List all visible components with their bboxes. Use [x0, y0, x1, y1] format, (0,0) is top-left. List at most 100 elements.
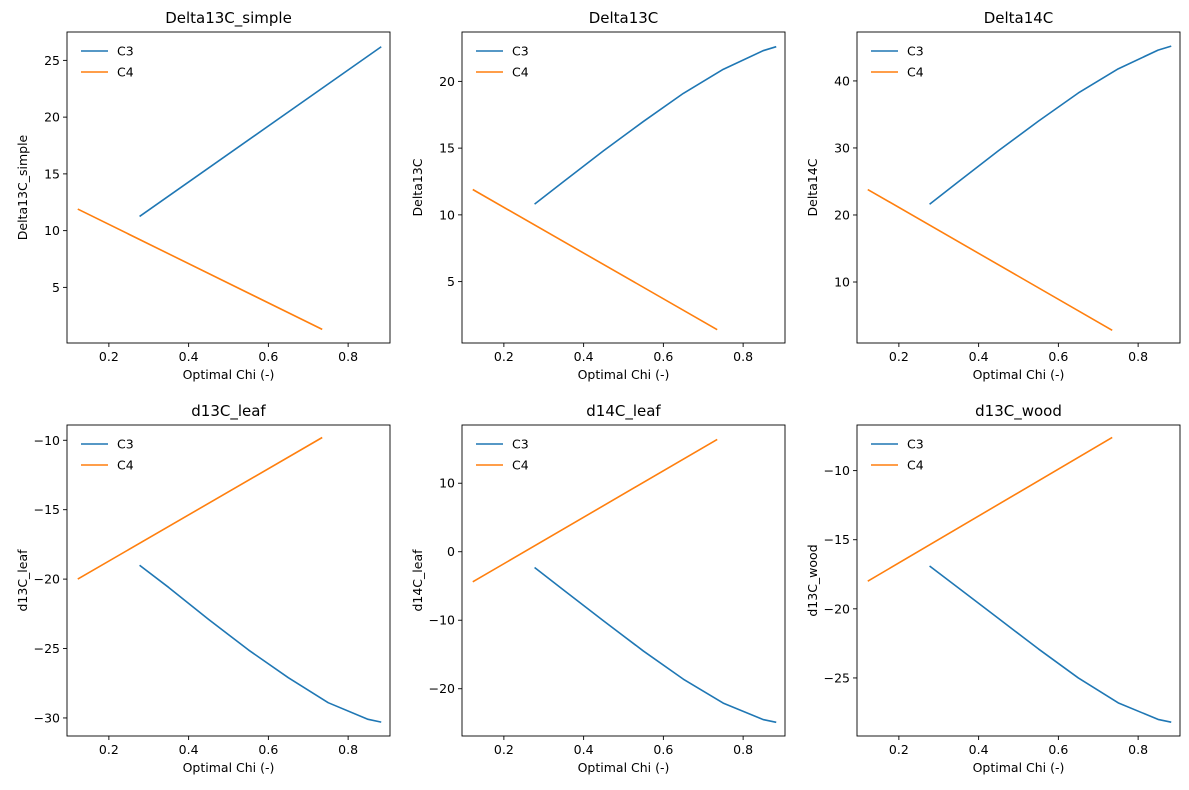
chart-panel: Delta14C 0.2 0.4 0.6 0.8 10 20 30 40 Optimal Chi … — [805, 9, 1181, 382]
x-tick-label: 0.2 — [99, 349, 119, 364]
x-tick-label: 0.8 — [1128, 742, 1148, 757]
x-tick-label: 0.6 — [258, 349, 278, 364]
y-tick-label: 20 — [439, 74, 455, 89]
y-tick-label: −20 — [824, 601, 850, 616]
y-tick-label: 20 — [44, 110, 60, 125]
x-tick-label: 0.2 — [889, 349, 909, 364]
legend-label-c3: C3 — [512, 44, 529, 59]
series-line-c4 — [472, 438, 718, 583]
x-tick-label: 0.4 — [179, 742, 199, 757]
panel-title: d14C_leaf — [586, 402, 661, 421]
chart-panel: Delta13C_simple 0.2 0.4 0.6 0.8 5 10 15 20 25 Opti… — [15, 9, 391, 382]
y-tick-label: −10 — [34, 433, 60, 448]
y-tick-label: −20 — [429, 681, 455, 696]
panel-title: Delta13C_simple — [165, 9, 292, 28]
y-tick-label: −10 — [429, 613, 455, 628]
x-axis-label: Optimal Chi (-) — [578, 367, 670, 382]
y-tick-label: 0 — [447, 544, 455, 559]
y-tick-label: −30 — [34, 710, 60, 725]
x-tick-label: 0.4 — [969, 742, 989, 757]
y-tick-label: 20 — [834, 207, 850, 222]
x-tick-label: 0.8 — [338, 349, 358, 364]
plot-frame — [461, 424, 786, 737]
legend-label-c4: C4 — [117, 65, 134, 80]
legend-label-c4: C4 — [907, 65, 924, 80]
y-tick-label: 15 — [439, 141, 455, 156]
y-tick-label: 30 — [834, 140, 850, 155]
x-tick-label: 0.2 — [494, 349, 514, 364]
x-tick-label: 0.2 — [494, 742, 514, 757]
x-axis-label: Optimal Chi (-) — [578, 760, 670, 775]
x-tick-label: 0.8 — [338, 742, 358, 757]
y-axis-label: d13C_wood — [805, 544, 820, 616]
x-tick-label: 0.6 — [1048, 349, 1068, 364]
y-axis-label: d13C_leaf — [15, 549, 30, 612]
x-tick-label: 0.8 — [733, 742, 753, 757]
plot-frame — [856, 31, 1181, 344]
series-line-c4 — [867, 436, 1113, 582]
legend-label-c4: C4 — [117, 458, 134, 473]
series-line-c3 — [534, 45, 777, 205]
legend-label-c4: C4 — [512, 458, 529, 473]
plot-frame — [66, 31, 391, 344]
y-axis-label: Delta13C_simple — [15, 134, 30, 240]
x-tick-label: 0.4 — [574, 742, 594, 757]
y-tick-label: −20 — [34, 572, 60, 587]
y-tick-label: 5 — [52, 280, 60, 295]
plot-frame — [856, 424, 1181, 737]
x-axis-label: Optimal Chi (-) — [973, 760, 1065, 775]
x-tick-label: 0.6 — [1048, 742, 1068, 757]
series-line-c4 — [77, 208, 323, 331]
series-line-c4 — [472, 188, 718, 331]
y-tick-label: −25 — [34, 641, 60, 656]
series-line-c3 — [139, 564, 382, 723]
x-tick-label: 0.4 — [574, 349, 594, 364]
x-tick-label: 0.6 — [258, 742, 278, 757]
y-tick-label: −15 — [34, 502, 60, 517]
x-tick-label: 0.8 — [1128, 349, 1148, 364]
chart-panel: d13C_leaf 0.2 0.4 0.6 0.8 −30 −25 −20 −15 −10 Opti… — [15, 402, 391, 775]
y-tick-label: −15 — [824, 532, 850, 547]
series-line-c3 — [929, 565, 1172, 723]
x-tick-label: 0.6 — [653, 349, 673, 364]
y-tick-label: 10 — [439, 207, 455, 222]
y-tick-label: 40 — [834, 73, 850, 88]
y-tick-label: 10 — [834, 275, 850, 290]
y-axis-label: Delta13C — [410, 158, 425, 216]
x-axis-label: Optimal Chi (-) — [183, 367, 275, 382]
x-tick-label: 0.4 — [179, 349, 199, 364]
chart-panel: d14C_leaf 0.2 0.4 0.6 0.8 −20 −10 0 10 Optimal Ch… — [410, 402, 786, 775]
legend-label-c4: C4 — [512, 65, 529, 80]
legend-label-c3: C3 — [907, 437, 924, 452]
panel-title: Delta13C — [589, 9, 659, 27]
x-tick-label: 0.2 — [889, 742, 909, 757]
series-line-c4 — [77, 436, 323, 580]
chart-panel: d13C_wood 0.2 0.4 0.6 0.8 −25 −20 −15 −10 Optimal… — [805, 402, 1181, 775]
panel-title: d13C_leaf — [191, 402, 266, 421]
y-tick-label: 25 — [44, 53, 60, 68]
y-axis-label: d14C_leaf — [410, 549, 425, 612]
series-line-c4 — [867, 188, 1113, 331]
series-line-c3 — [139, 46, 382, 218]
panel-title: Delta14C — [984, 9, 1054, 27]
legend-label-c3: C3 — [117, 437, 134, 452]
series-line-c3 — [534, 566, 777, 724]
legend-label-c3: C3 — [907, 44, 924, 59]
legend-label-c4: C4 — [907, 458, 924, 473]
x-axis-label: Optimal Chi (-) — [183, 760, 275, 775]
y-tick-label: 15 — [44, 166, 60, 181]
x-tick-label: 0.8 — [733, 349, 753, 364]
plot-frame — [461, 31, 786, 344]
panel-title: d13C_wood — [975, 402, 1062, 421]
x-axis-label: Optimal Chi (-) — [973, 367, 1065, 382]
chart-panel: Delta13C 0.2 0.4 0.6 0.8 5 10 15 20 Optimal Chi (… — [410, 9, 786, 382]
x-tick-label: 0.4 — [969, 349, 989, 364]
y-tick-label: −25 — [824, 670, 850, 685]
y-axis-label: Delta14C — [805, 158, 820, 216]
plot-frame — [66, 424, 391, 737]
y-tick-label: 5 — [447, 274, 455, 289]
